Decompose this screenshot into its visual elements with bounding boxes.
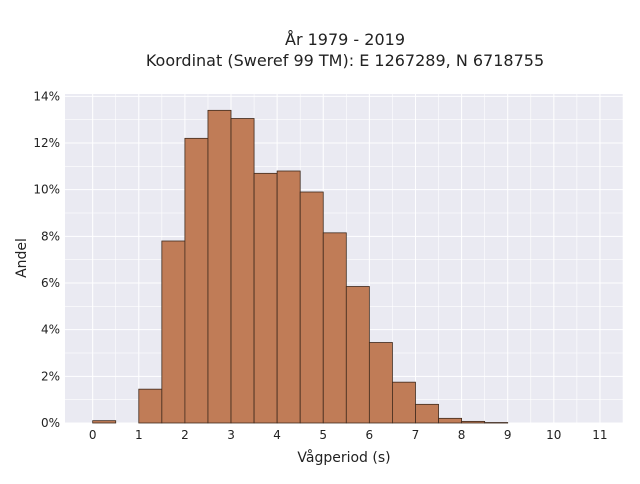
- x-tick-label: 1: [135, 428, 143, 442]
- histogram-bar: [138, 388, 163, 424]
- x-tick-label: 2: [181, 428, 189, 442]
- histogram-bar: [392, 381, 416, 424]
- x-axis-label: Vågperiod (s): [297, 449, 390, 466]
- x-tick-label: 7: [412, 428, 420, 442]
- x-tick-label: 9: [504, 428, 512, 442]
- x-tick-label: 0: [89, 428, 97, 442]
- y-tick-label: 10%: [33, 183, 60, 197]
- y-tick-label: 14%: [33, 89, 60, 103]
- histogram-bar: [345, 286, 370, 424]
- x-tick-label: 4: [273, 428, 281, 442]
- histogram-bar: [322, 232, 347, 424]
- y-tick-label: 8%: [41, 229, 60, 243]
- x-tick-label: 5: [319, 428, 327, 442]
- x-tick-label: 11: [592, 428, 607, 442]
- histogram-bar: [415, 403, 439, 424]
- histogram-bar: [438, 417, 462, 424]
- histogram-bar: [368, 342, 393, 424]
- histogram-bar: [207, 109, 232, 424]
- histogram-bar: [184, 137, 209, 424]
- x-tick-labels: 0 1 2 3 4 5 6 7 8 9 10 11: [89, 428, 608, 442]
- y-tick-label: 0%: [41, 416, 60, 430]
- histogram-bar: [299, 191, 324, 424]
- x-tick-label: 3: [227, 428, 235, 442]
- x-tick-label: 8: [458, 428, 466, 442]
- x-tick-label: 6: [366, 428, 374, 442]
- chart-title: År 1979 - 2019: [285, 30, 405, 49]
- y-tick-label: 2%: [41, 369, 60, 383]
- y-axis-label: Andel: [14, 238, 30, 278]
- histogram-bar: [230, 118, 255, 424]
- histogram-bar: [484, 422, 509, 424]
- y-tick-label: 12%: [33, 136, 60, 150]
- histogram-bar: [461, 420, 486, 424]
- chart-subtitle: Koordinat (Sweref 99 TM): E 1267289, N 6…: [146, 51, 544, 70]
- histogram-bar: [161, 240, 186, 424]
- x-tick-label: 10: [546, 428, 561, 442]
- y-tick-label: 6%: [41, 276, 60, 290]
- histogram-bar: [92, 420, 117, 424]
- histogram-bar: [253, 172, 278, 424]
- y-tick-label: 4%: [41, 323, 60, 337]
- bars: [92, 109, 509, 424]
- histogram-bar: [276, 170, 301, 424]
- y-tick-labels: 0% 2% 4% 6% 8% 10% 12% 14%: [33, 89, 60, 430]
